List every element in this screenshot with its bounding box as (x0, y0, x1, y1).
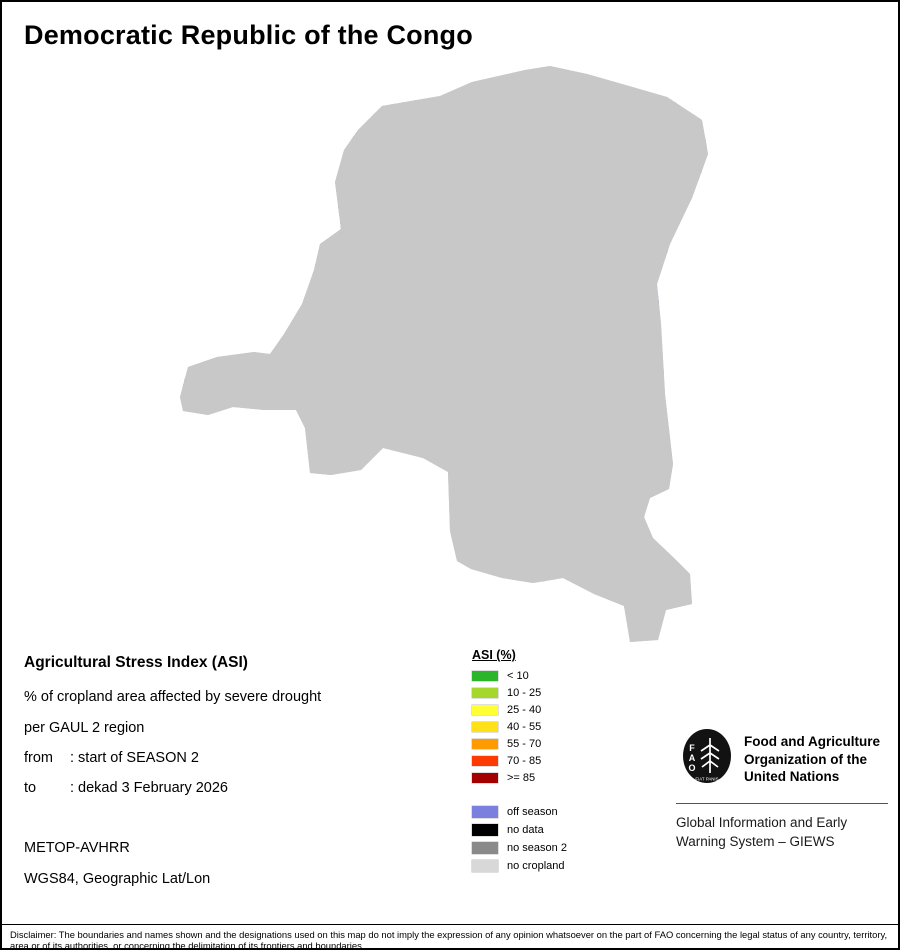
legend-row: no cropland (472, 860, 567, 872)
asi-region-level: per GAUL 2 region (24, 720, 145, 736)
period-to: to : dekad 3 February 2026 (24, 780, 228, 796)
from-label: from (24, 750, 53, 766)
legend-swatch (472, 671, 498, 681)
legend-swatch (472, 842, 498, 854)
legend-asi-classes: < 10 10 - 25 25 - 40 40 - 55 55 - 70 70 - 85 >… (472, 670, 567, 784)
to-label: to (24, 780, 37, 796)
legend-row: off season (472, 806, 567, 818)
legend-extra-classes: off season no data no season 2 no cropland (472, 806, 567, 872)
legend-row: no season 2 (472, 842, 567, 854)
legend-swatch (472, 739, 498, 749)
country-outline (179, 65, 709, 643)
giews-name: Global Information and Early Warning Sys… (676, 814, 847, 851)
legend: ASI (%) < 10 10 - 25 25 - 40 40 - 55 55 - 70… (472, 648, 567, 878)
from-value: : start of SEASON 2 (70, 750, 199, 766)
legend-label: 25 - 40 (507, 704, 542, 716)
legend-label: 55 - 70 (507, 738, 542, 750)
branding-divider (676, 803, 888, 804)
fao-org-name: Food and Agriculture Organization of the… (744, 733, 880, 786)
legend-label: 40 - 55 (507, 721, 542, 733)
asi-description: % of cropland area affected by severe dr… (24, 689, 322, 705)
legend-label: off season (507, 806, 558, 818)
legend-row: < 10 (472, 670, 567, 682)
legend-row: 70 - 85 (472, 755, 567, 767)
fao-logo-motto: FIAT PANIS (695, 777, 718, 782)
projection-name: WGS84, Geographic Lat/Lon (24, 871, 211, 887)
org-line: Organization of the (744, 751, 867, 767)
legend-row: 55 - 70 (472, 738, 567, 750)
legend-swatch (472, 688, 498, 698)
legend-row: no data (472, 824, 567, 836)
legend-swatch (472, 756, 498, 766)
page-title: Democratic Republic of the Congo (24, 20, 473, 50)
disclaimer-divider (2, 924, 898, 925)
legend-header: ASI (%) (472, 648, 516, 662)
disclaimer-text: Disclaimer: The boundaries and names sho… (10, 929, 888, 950)
legend-label: < 10 (507, 670, 529, 682)
legend-swatch (472, 773, 498, 783)
legend-row: >= 85 (472, 772, 567, 784)
legend-swatch (472, 806, 498, 818)
org-line: Food and Agriculture (744, 734, 880, 749)
legend-label: 70 - 85 (507, 755, 542, 767)
period-from: from : start of SEASON 2 (24, 750, 199, 766)
legend-swatch (472, 824, 498, 836)
legend-swatch (472, 860, 498, 872)
legend-row: 10 - 25 (472, 687, 567, 699)
sensor-name: METOP-AVHRR (24, 840, 130, 856)
wheat-icon (700, 738, 720, 773)
legend-label: no cropland (507, 860, 565, 872)
legend-row: 25 - 40 (472, 704, 567, 716)
fao-logo: FAO FIAT PANIS (683, 729, 731, 783)
legend-swatch (472, 705, 498, 715)
to-value: : dekad 3 February 2026 (70, 780, 228, 796)
drc-asi-map (179, 65, 709, 643)
org-line: United Nations (744, 769, 840, 784)
legend-label: 10 - 25 (507, 687, 542, 699)
legend-label: no data (507, 824, 544, 836)
legend-label: no season 2 (507, 842, 567, 854)
legend-swatch (472, 722, 498, 732)
asi-heading: Agricultural Stress Index (ASI) (24, 654, 248, 671)
legend-label: >= 85 (507, 772, 536, 784)
fao-logo-letters: FAO (687, 743, 697, 773)
legend-row: 40 - 55 (472, 721, 567, 733)
giews-line: Warning System – GIEWS (676, 833, 835, 849)
giews-line: Global Information and Early (676, 815, 848, 830)
